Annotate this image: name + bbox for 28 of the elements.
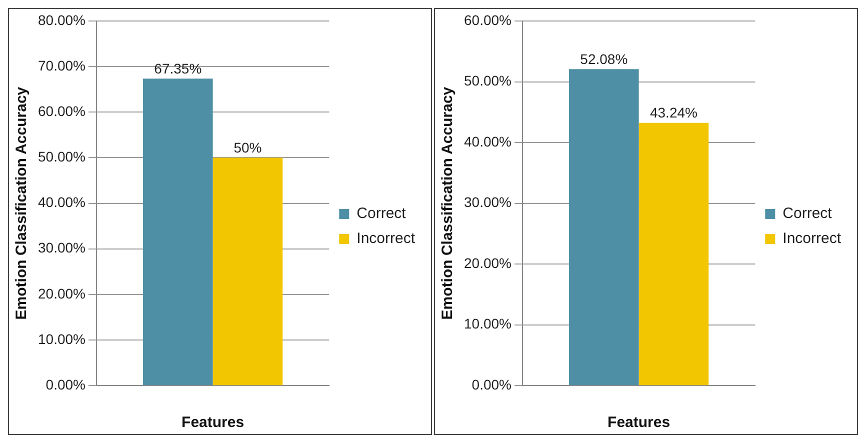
y-tick-label: 40.00% [464,133,512,150]
y-tick-label: 10.00% [38,330,86,347]
data-label: 52.08% [580,50,628,67]
y-tick-label: 50.00% [38,148,86,165]
y-tick-label: 60.00% [464,12,512,28]
y-tick-label: 70.00% [38,57,86,74]
y-axis-title: Emotion Classification Accuracy [439,86,456,320]
legend-label: Correct [356,205,407,222]
y-tick-label: 80.00% [38,12,86,28]
legend-label: Correct [782,205,833,222]
y-tick-label: 30.00% [464,194,512,210]
y-tick-label: 50.00% [464,72,512,89]
y-tick-label: 30.00% [38,240,86,256]
data-label: 50% [234,140,262,156]
y-axis-title: Emotion Classification Accuracy [13,86,30,320]
y-tick-label: 0.00% [472,376,512,392]
y-tick-label: 10.00% [464,316,512,332]
data-label: 67.35% [154,60,202,77]
y-tick-label: 60.00% [38,103,86,120]
y-tick-label: 20.00% [38,285,86,302]
x-axis-title: Features [182,414,244,432]
legend-label: Incorrect [356,230,416,248]
y-tick-label: 20.00% [464,254,512,271]
y-tick-label: 0.00% [46,376,86,392]
data-label: 43.24% [650,104,698,121]
legend-label: Incorrect [782,230,842,248]
x-axis-title: Features [608,414,670,432]
y-tick-label: 40.00% [38,194,86,210]
